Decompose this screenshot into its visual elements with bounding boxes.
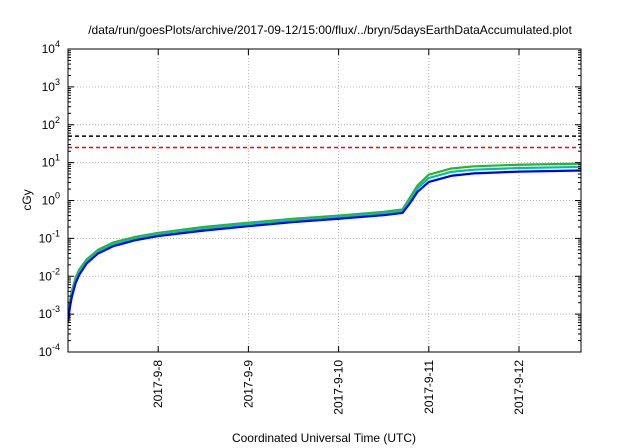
y-tick-label: 10-4 — [39, 342, 60, 359]
series-lines — [68, 162, 581, 323]
reference-lines — [68, 135, 581, 149]
series-line — [68, 162, 581, 312]
y-tick-label: 100 — [42, 191, 60, 208]
x-tick-label: 2017-9-10 — [332, 360, 346, 415]
y-axis-ticks: 10-4 10-3 10-2 10-1 100 101 102 103 104 — [39, 39, 581, 359]
y-tick-label: 101 — [42, 153, 60, 170]
x-axis-ticks: 2017-9-8 2017-9-9 2017-9-10 2017-9-11 2017-9… — [151, 49, 526, 415]
y-tick-label: 104 — [42, 39, 60, 56]
plot-frame — [67, 48, 582, 353]
y-tick-label: 10-2 — [39, 266, 60, 283]
series-line — [68, 169, 581, 323]
x-tick-label: 2017-9-12 — [512, 360, 526, 415]
y-tick-label: 10-3 — [39, 304, 60, 321]
x-tick-label: 2017-9-9 — [241, 360, 255, 408]
series-line — [68, 165, 581, 315]
y-tick-label: 103 — [42, 77, 60, 94]
y-tick-label: 102 — [42, 115, 60, 132]
chart-title: /data/run/goesPlots/archive/2017-09-12/1… — [88, 23, 572, 37]
y-tick-label: 10-1 — [39, 228, 60, 245]
x-tick-label: 2017-9-11 — [422, 360, 436, 414]
x-axis-label: Coordinated Universal Time (UTC) — [232, 431, 416, 445]
grid-lines — [68, 49, 581, 352]
y-axis-label: cGy — [20, 189, 34, 210]
x-tick-label: 2017-9-8 — [151, 360, 165, 408]
